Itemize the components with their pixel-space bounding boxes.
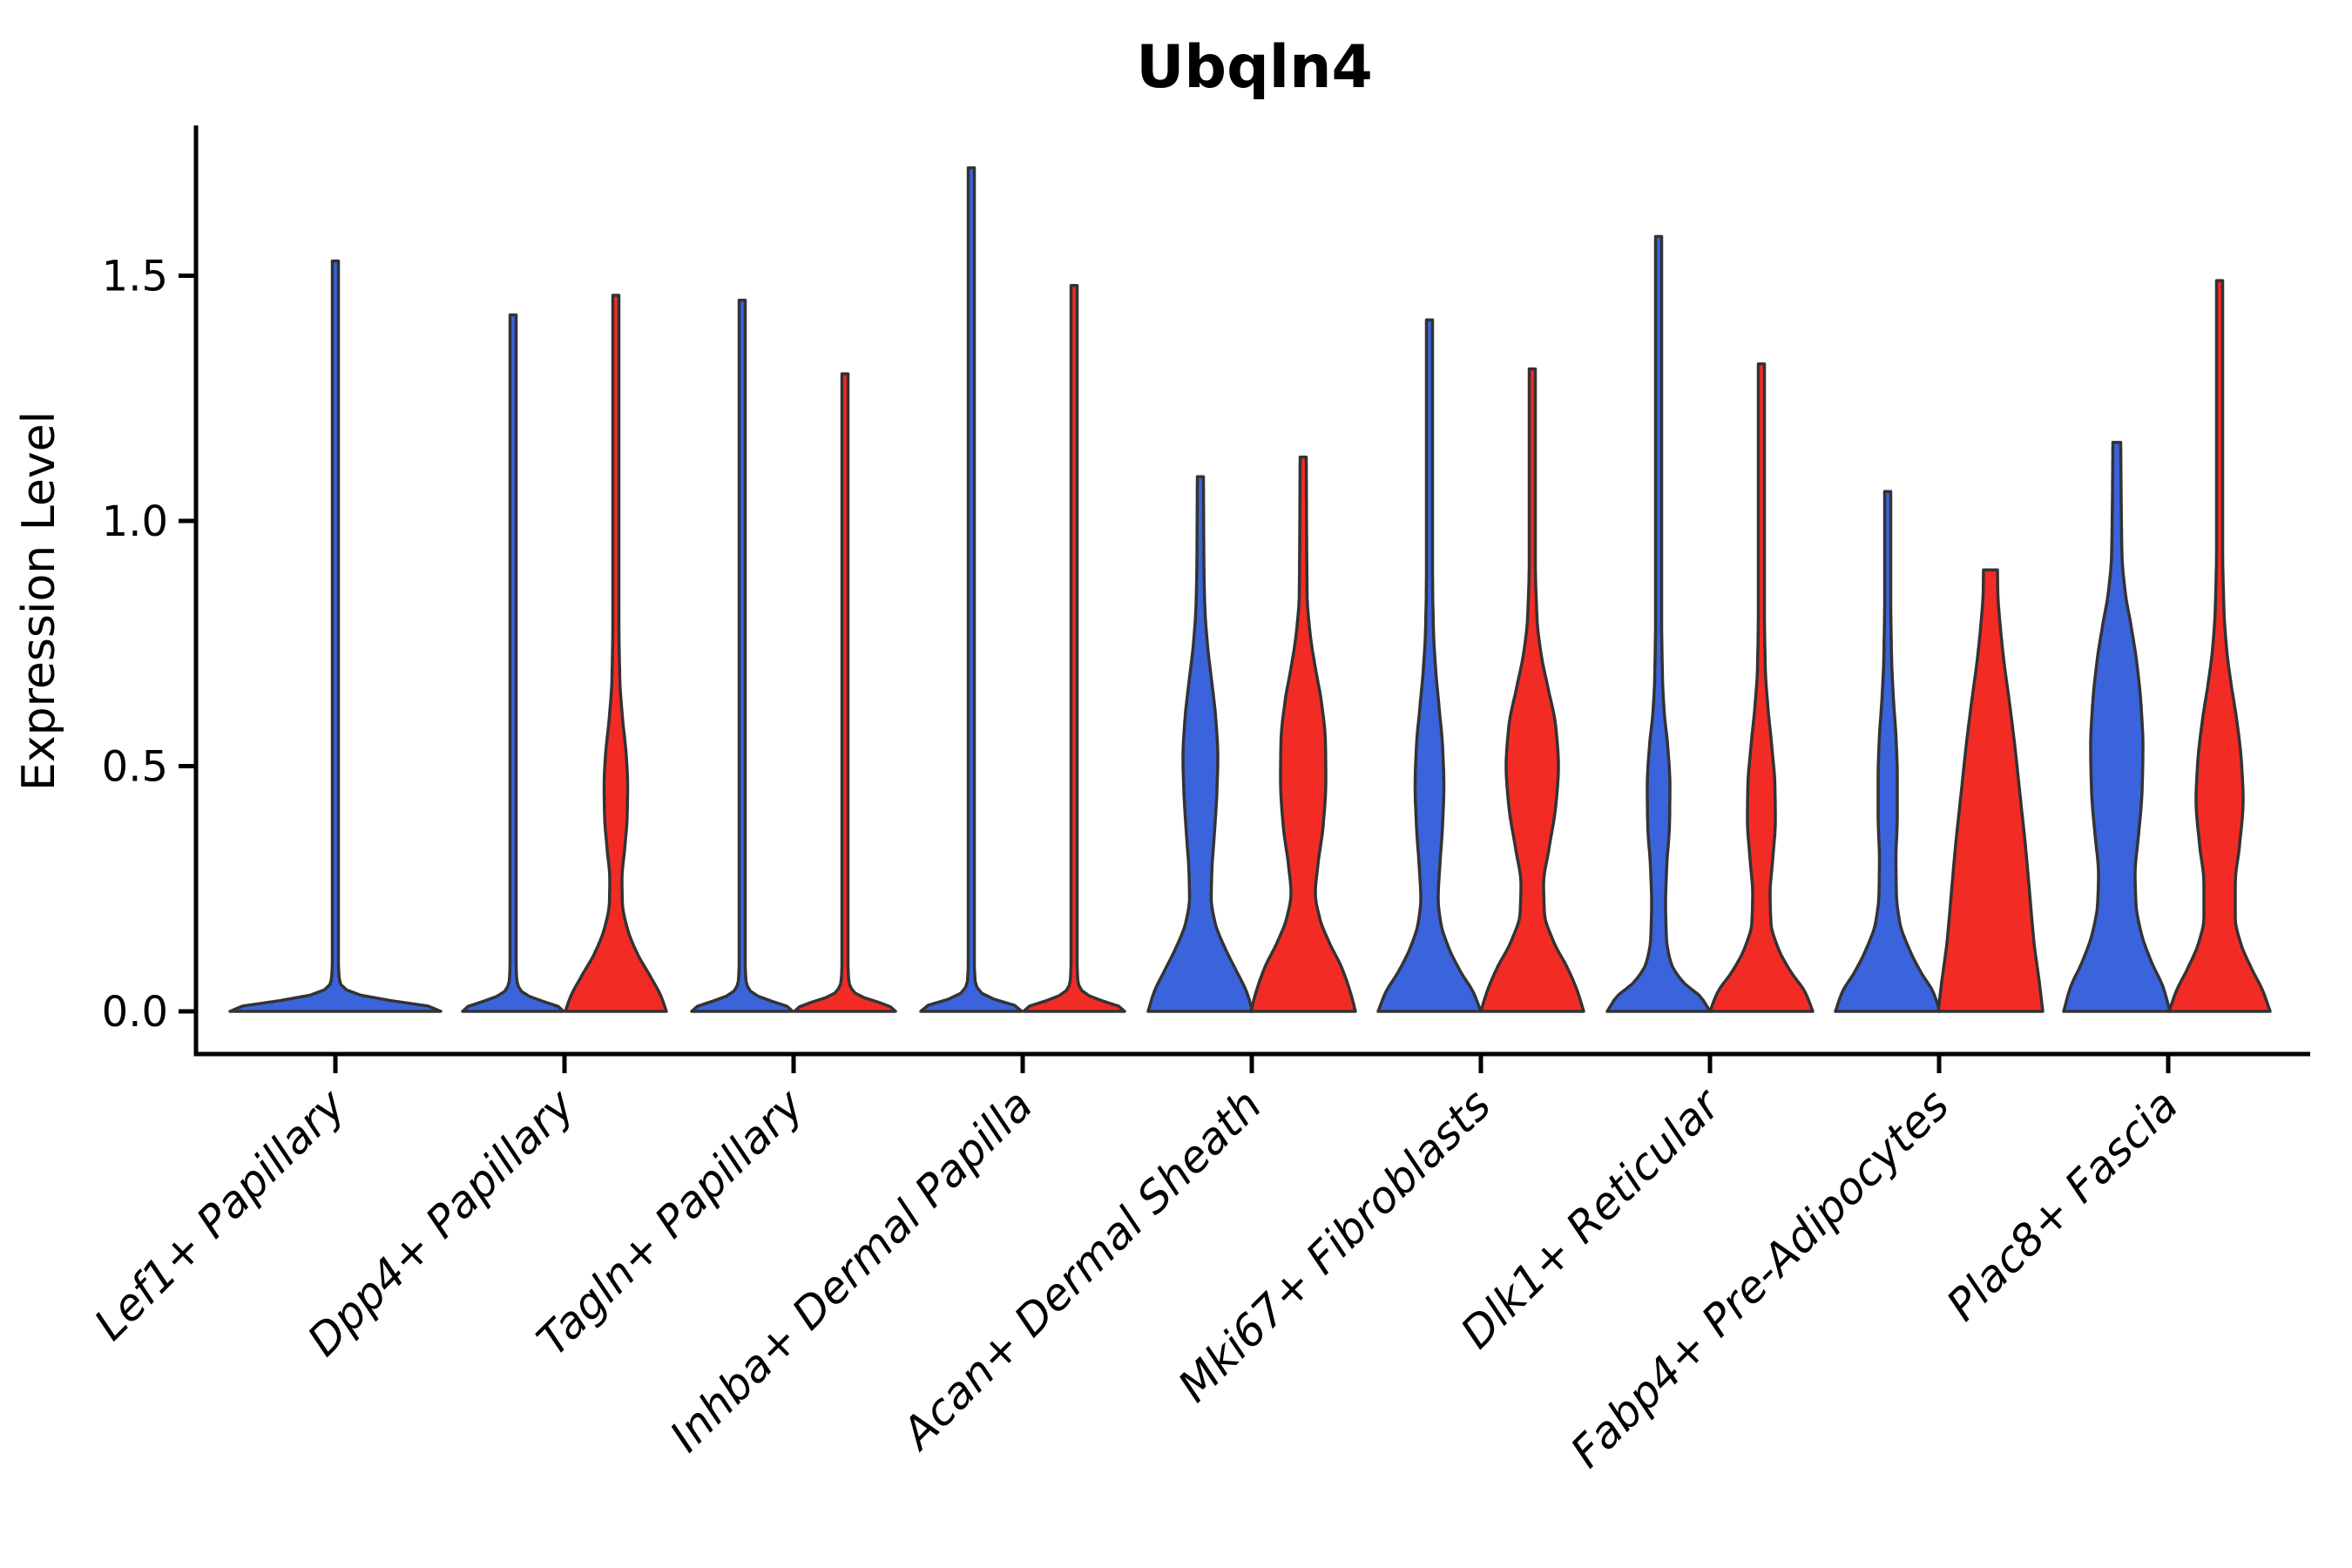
violin-fabp4-red bbox=[1936, 568, 2044, 1013]
violin-tagln-red bbox=[793, 372, 897, 1013]
y-axis-label: Expression Level bbox=[13, 411, 65, 791]
x-tick-label-fabp4-pre-adipocytes: Fabp4+ Pre-Adipocytes bbox=[1561, 1079, 1959, 1477]
violin-mki67-blue bbox=[1376, 318, 1483, 1013]
x-tick-label-lef1-papillary: Lef1+ Papillary bbox=[84, 1078, 355, 1349]
violin-dlk1-blue bbox=[1605, 234, 1712, 1013]
chart-title: Ubqln4 bbox=[1136, 33, 1373, 102]
violin-dlk1-red bbox=[1708, 362, 1815, 1013]
y-tick-label: 0.5 bbox=[102, 742, 168, 791]
x-tick-label-acan-dermal-sheath: Acan+ Dermal Sheath bbox=[891, 1079, 1272, 1460]
violin-tagln-blue bbox=[690, 298, 794, 1013]
violin-plac8-blue bbox=[2062, 441, 2172, 1013]
violin-plac8-red bbox=[2167, 279, 2272, 1013]
y-tick-label: 1.0 bbox=[102, 497, 168, 546]
violin-acan-blue bbox=[1146, 475, 1254, 1013]
violin-dpp4-blue bbox=[461, 313, 565, 1013]
x-tick-label-inhba-dermal-papilla: Inhba+ Dermal Papilla bbox=[660, 1079, 1042, 1461]
violin-mki67-red bbox=[1479, 367, 1585, 1013]
violin-dpp4-red bbox=[564, 294, 668, 1013]
violin-inhba-red bbox=[1022, 284, 1126, 1013]
violin-acan-red bbox=[1249, 456, 1357, 1013]
y-tick-label: 1.5 bbox=[102, 252, 168, 301]
y-tick-label: 0.0 bbox=[102, 988, 168, 1037]
violin-inhba-blue bbox=[919, 166, 1024, 1013]
violin-fabp4-blue bbox=[1834, 490, 1942, 1013]
x-tick-label-plac8-fascia: Plac8+ Fascia bbox=[1937, 1079, 2188, 1330]
violin-lef1-blue bbox=[228, 259, 443, 1013]
